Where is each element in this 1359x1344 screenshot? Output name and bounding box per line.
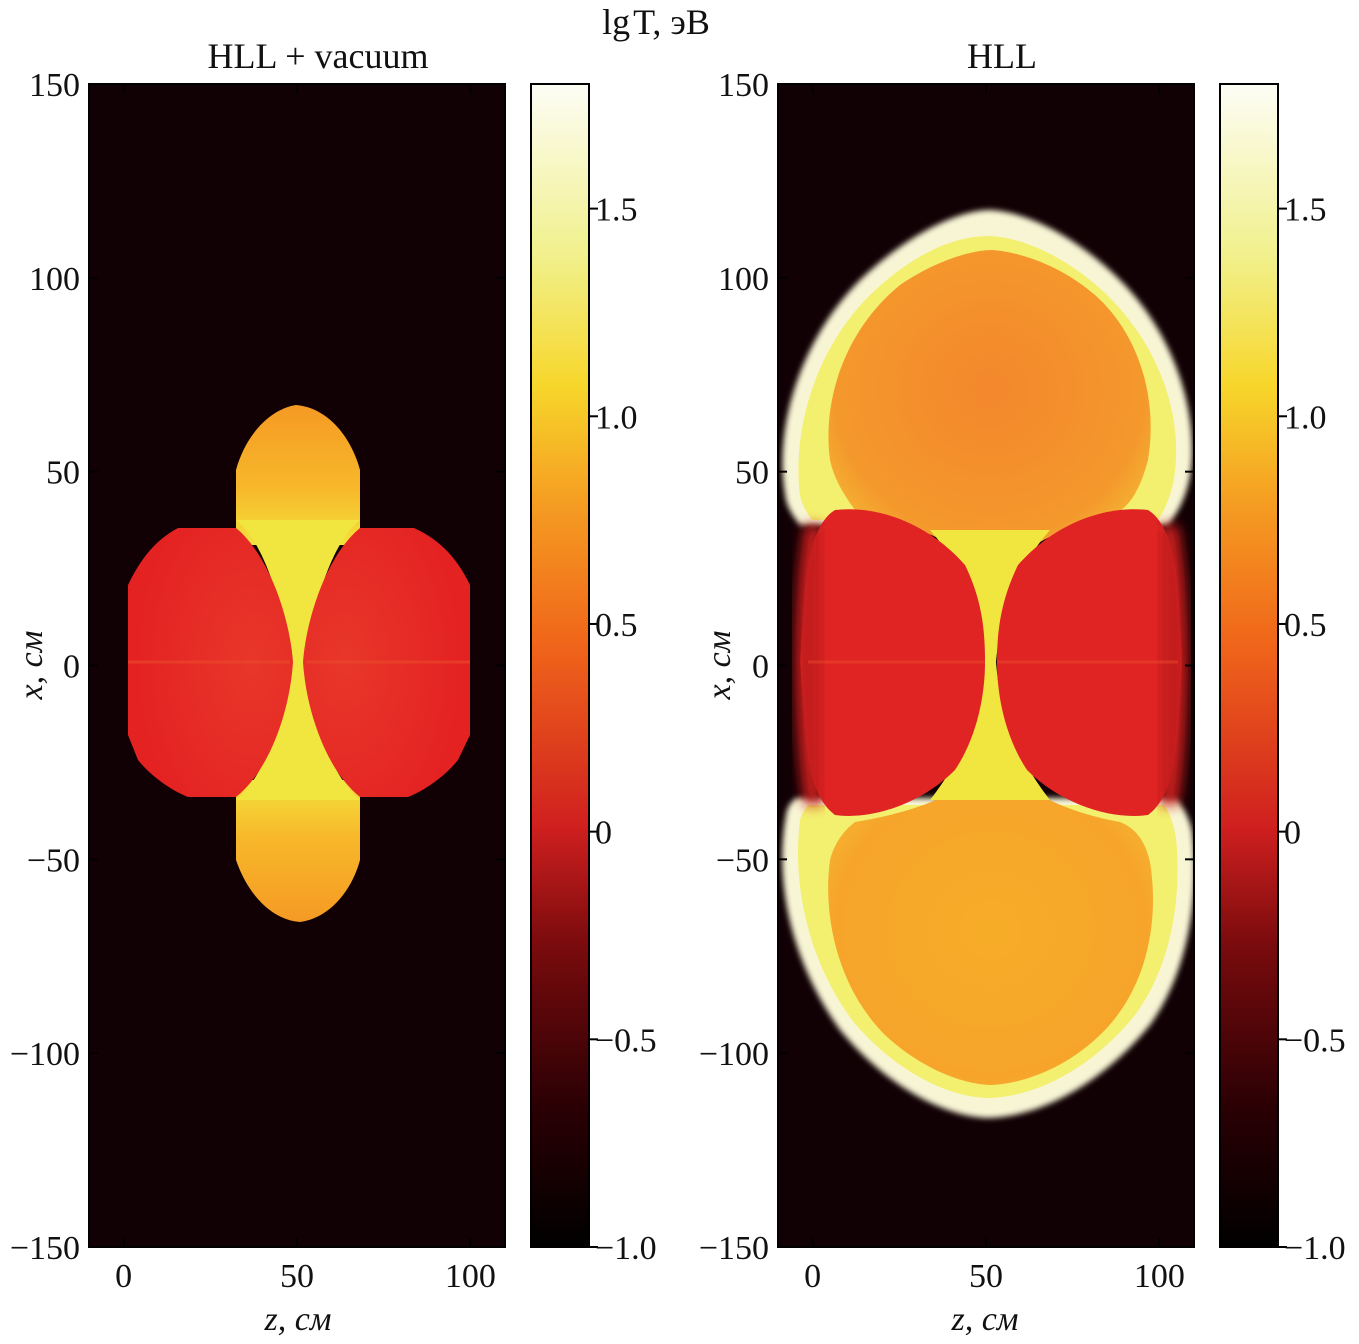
colorbar (530, 83, 590, 1248)
colorbar-tick-label: −0.5 (595, 1022, 657, 1059)
side-lobe-right-edge (1160, 525, 1188, 805)
y-tick-label: −100 (699, 1036, 769, 1073)
x-tick-label: 100 (1134, 1258, 1185, 1295)
x-axis-label: z, см (950, 1301, 1018, 1338)
colorbar-tick-label: 0.5 (595, 607, 638, 644)
colorbar-ticks: 1.5 1.0 0.5 0 −0.5 −1.0 (1278, 192, 1346, 1267)
axial-lobe-top (828, 250, 1151, 560)
y-tick-label: 150 (29, 67, 80, 104)
y-tick-label: −100 (10, 1036, 80, 1073)
colorbar-tick-label: 0 (595, 815, 612, 852)
heatmap (778, 84, 1194, 1247)
x-axis: 0 50 100 (115, 84, 496, 1295)
colorbar-tick-label: 1.5 (1284, 192, 1327, 229)
x-axis: 0 50 100 (804, 84, 1185, 1295)
y-tick-label: 100 (29, 261, 80, 298)
y-tick-label: −150 (699, 1230, 769, 1267)
colorbar-tick-label: 0 (1284, 815, 1301, 852)
colorbar-tick-label: −0.5 (1284, 1022, 1346, 1059)
y-tick-label: 100 (718, 261, 769, 298)
colorbar (1219, 83, 1279, 1248)
x-tick-label: 0 (115, 1258, 132, 1295)
axial-lobe-bottom (828, 775, 1153, 1085)
heatmap (89, 84, 505, 1247)
y-axis-label: x, см (13, 631, 50, 701)
panel-title: HLL (967, 36, 1037, 76)
colorbar-tick-label: 1.0 (1284, 399, 1327, 436)
axial-lobe-bottom (236, 780, 360, 922)
x-tick-label: 100 (445, 1258, 496, 1295)
y-axis: 150 100 50 0 −50 −100 −150 (699, 67, 1194, 1267)
y-tick-label: −150 (10, 1230, 80, 1267)
panel-hll: HLL 150 100 50 0 −50 −100 −150 0 50 100 z, см x,… (699, 36, 1346, 1338)
colorbar-ticks: 1.5 1.0 0.5 0 −0.5 −1.0 (589, 192, 657, 1267)
center-channel (236, 520, 360, 800)
y-tick-label: 0 (752, 649, 769, 686)
axial-lobe-top (236, 405, 360, 545)
x-axis-label: z, см (263, 1301, 331, 1338)
side-lobe-left-edge (795, 525, 822, 805)
center-channel (930, 530, 1050, 800)
y-axis-label: x, см (701, 631, 738, 701)
y-tick-label: 50 (46, 455, 80, 492)
y-axis: 150 100 50 0 −50 −100 −150 (10, 67, 505, 1267)
y-tick-label: −50 (27, 842, 80, 879)
y-tick-label: 0 (63, 649, 80, 686)
colorbar-tick-label: 1.5 (595, 192, 638, 229)
colorbar-tick-label: −1.0 (595, 1230, 657, 1267)
colorbar-title: lg T, эВ (602, 2, 710, 42)
colorbar-tick-label: 0.5 (1284, 607, 1327, 644)
y-tick-label: −50 (716, 842, 769, 879)
panel-title: HLL + vacuum (208, 36, 429, 76)
x-tick-label: 0 (804, 1258, 821, 1295)
colorbar-tick-label: 1.0 (595, 399, 638, 436)
y-tick-label: 150 (718, 67, 769, 104)
panel-hll-vacuum: HLL + vacuum 150 100 50 0 −50 −100 −150 0 50 100… (10, 36, 657, 1338)
x-tick-label: 50 (969, 1258, 1003, 1295)
x-tick-label: 50 (280, 1258, 314, 1295)
colorbar-tick-label: −1.0 (1284, 1230, 1346, 1267)
y-tick-label: 50 (735, 455, 769, 492)
